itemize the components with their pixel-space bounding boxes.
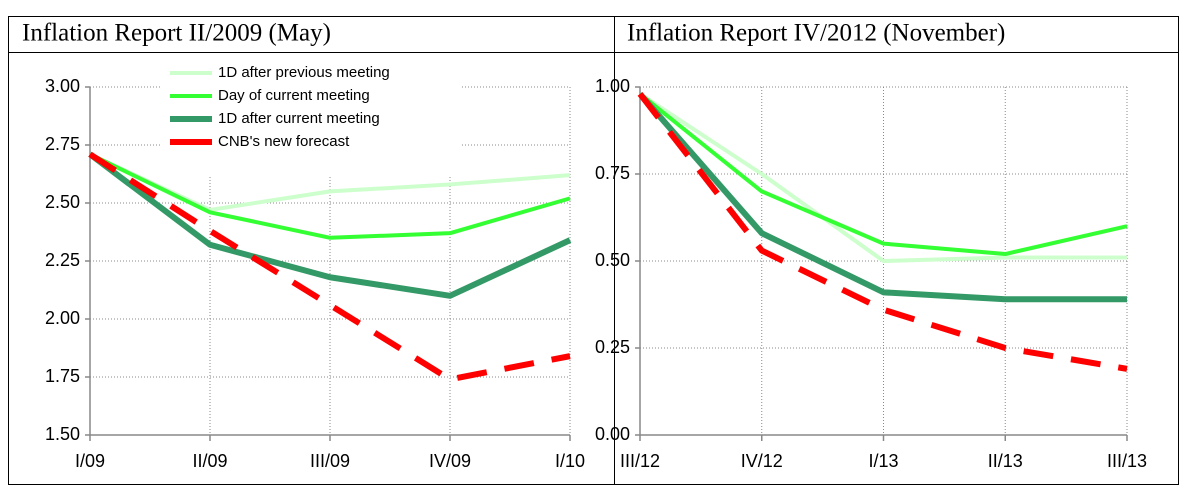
y-tick-label: 2.25 [45, 250, 80, 270]
y-tick-label: 0.75 [595, 163, 630, 183]
y-tick-label: 2.00 [45, 308, 80, 328]
legend-label: 1D after previous meeting [218, 64, 390, 81]
y-tick-label: 0.00 [595, 424, 630, 444]
x-tick-label: I/09 [75, 451, 105, 471]
x-tick-label: II/09 [192, 451, 227, 471]
x-tick-label: I/13 [868, 451, 898, 471]
y-tick-label: 0.25 [595, 337, 630, 357]
series-line [638, 92, 1128, 257]
x-tick-label: III/13 [1107, 451, 1147, 471]
y-tick-label: 1.00 [595, 76, 630, 96]
frame [8, 16, 1179, 485]
x-tick-label: IV/09 [429, 451, 471, 471]
y-tick-label: 2.75 [45, 134, 80, 154]
chart-title: Inflation Report II/2009 (May) [22, 20, 331, 47]
series-line [88, 151, 572, 299]
chart-title: Inflation Report IV/2012 (November) [627, 20, 1005, 47]
legend-label: 1D after current meeting [218, 110, 380, 127]
x-tick-label: IV/12 [741, 451, 783, 471]
y-tick-label: 1.75 [45, 366, 80, 386]
x-tick-label: III/12 [620, 451, 660, 471]
y-tick-label: 0.50 [595, 250, 630, 270]
series-line [637, 92, 1128, 372]
y-tick-label: 1.50 [45, 424, 80, 444]
x-tick-label: II/13 [988, 451, 1023, 471]
legend-label: CNB's new forecast [218, 133, 350, 150]
y-tick-label: 2.50 [45, 192, 80, 212]
y-tick-label: 3.00 [45, 76, 80, 96]
x-tick-label: I/10 [555, 451, 585, 471]
series-line [637, 91, 1127, 303]
x-tick-label: III/09 [310, 451, 350, 471]
series-line [638, 92, 1127, 263]
series-line [89, 152, 571, 240]
legend-label: Day of current meeting [218, 87, 370, 104]
